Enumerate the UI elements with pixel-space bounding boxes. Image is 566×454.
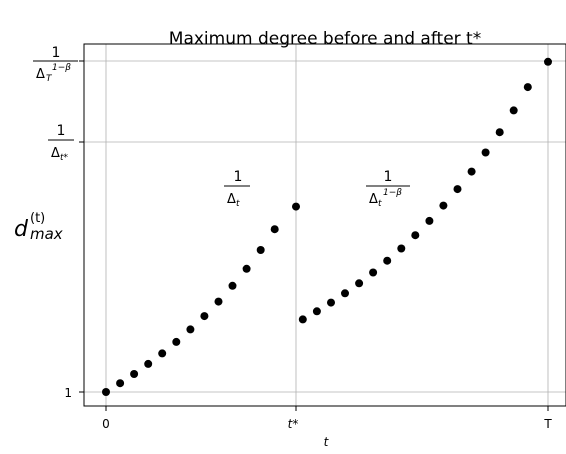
data-point xyxy=(116,379,125,388)
svg-text:Δ: Δ xyxy=(369,192,378,207)
data-point xyxy=(144,359,153,368)
data-point xyxy=(214,297,223,306)
tick-marks xyxy=(79,60,549,411)
data-point xyxy=(411,231,420,240)
data-point xyxy=(200,312,209,321)
svg-text:1−β: 1−β xyxy=(52,63,71,73)
svg-text:Δ: Δ xyxy=(36,67,45,82)
svg-text:t: t xyxy=(378,199,382,209)
svg-text:t*: t* xyxy=(60,153,69,163)
data-point xyxy=(509,106,518,115)
data-point xyxy=(172,337,181,346)
svg-text:T: T xyxy=(46,74,53,84)
data-point xyxy=(270,225,279,234)
data-point xyxy=(130,370,139,378)
annotation-delta-t-beta: 1 Δ t 1−β xyxy=(366,169,410,209)
data-point xyxy=(369,268,378,277)
data-point xyxy=(481,148,490,157)
svg-text:t: t xyxy=(236,199,240,209)
x-axis-label: t xyxy=(324,435,330,449)
data-point xyxy=(425,216,434,225)
svg-text:max: max xyxy=(30,225,63,243)
svg-text:1: 1 xyxy=(384,169,393,185)
data-point xyxy=(298,315,307,324)
data-points xyxy=(102,57,552,396)
data-point xyxy=(544,57,552,66)
svg-text:Δ: Δ xyxy=(227,192,236,207)
data-point xyxy=(228,281,237,290)
data-point xyxy=(355,279,364,288)
data-point xyxy=(242,264,251,273)
data-point xyxy=(495,128,504,137)
plot-area xyxy=(83,43,566,407)
y-tick-delta-T: 1 Δ T 1−β xyxy=(33,45,78,84)
y-tick-delta-tstar: 1 Δ t* xyxy=(48,123,74,163)
x-tick-0: 0 xyxy=(102,417,110,431)
data-point xyxy=(312,307,321,316)
data-point xyxy=(158,349,167,358)
data-point xyxy=(327,298,335,307)
svg-text:d: d xyxy=(14,217,29,242)
data-point xyxy=(453,185,462,194)
data-point xyxy=(341,289,349,298)
y-axis-label: d (t) max xyxy=(14,211,63,243)
x-tick-T: T xyxy=(543,417,552,431)
grid xyxy=(84,44,566,406)
annotation-delta-t: 1 Δ t xyxy=(224,169,250,209)
svg-text:1: 1 xyxy=(57,123,66,139)
data-point xyxy=(523,83,532,92)
data-point xyxy=(292,202,300,211)
data-point xyxy=(397,244,406,253)
data-point xyxy=(439,201,448,210)
svg-text:1: 1 xyxy=(234,169,243,185)
x-tick-tstar: t* xyxy=(288,417,299,431)
data-point xyxy=(256,246,265,254)
svg-text:1: 1 xyxy=(52,45,61,61)
data-point xyxy=(467,167,476,176)
y-tick-1: 1 xyxy=(64,386,72,400)
chart-title: Maximum degree before and after t* xyxy=(169,29,481,49)
svg-text:1−β: 1−β xyxy=(383,188,402,198)
data-point xyxy=(383,256,392,265)
data-point xyxy=(102,388,110,396)
svg-text:(t): (t) xyxy=(30,211,45,226)
svg-text:Δ: Δ xyxy=(51,146,60,161)
data-point xyxy=(186,325,195,334)
